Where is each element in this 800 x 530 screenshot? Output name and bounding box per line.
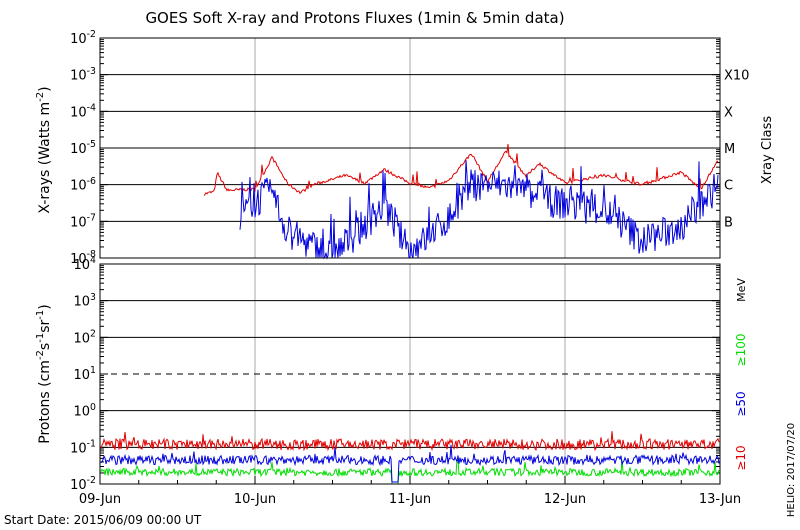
time-tick-label: 13-Jun bbox=[699, 492, 741, 507]
time-tick-label: 10-Jun bbox=[234, 492, 276, 507]
xray-tick-label: 10-8 bbox=[70, 249, 96, 267]
xray-tick-label: 10-7 bbox=[70, 212, 96, 230]
proton-10mev-series bbox=[100, 431, 720, 452]
xray-class-label: X10 bbox=[724, 69, 749, 84]
xray-class-label: B bbox=[724, 215, 733, 230]
time-tick-label: 12-Jun bbox=[544, 492, 586, 507]
proton-100mev-series bbox=[100, 458, 720, 485]
xray-short-series bbox=[239, 160, 719, 260]
xray-long-series bbox=[203, 143, 719, 196]
credit-label: HELIO: 2017/07/20 bbox=[786, 423, 797, 517]
xray-tick-label: 10-2 bbox=[70, 29, 96, 47]
proton-tick-label: 103 bbox=[74, 292, 97, 310]
proton-channel-label: ≥100 bbox=[734, 334, 748, 367]
proton-tick-label: 102 bbox=[74, 328, 97, 346]
xray-tick-label: 10-5 bbox=[70, 139, 96, 157]
xray-class-label: C bbox=[724, 179, 733, 194]
time-tick-label: 11-Jun bbox=[389, 492, 431, 507]
xray-y-axis-label: X-rays (Watts m-2) bbox=[35, 86, 53, 213]
proton-tick-label: 10-1 bbox=[70, 438, 96, 456]
xray-tick-label: 10-6 bbox=[70, 176, 96, 194]
start-date-label: Start Date: 2015/06/09 00:00 UT bbox=[4, 513, 202, 527]
xray-plot-frame bbox=[99, 37, 721, 259]
proton-tick-label: 104 bbox=[74, 255, 97, 273]
proton-tick-label: 10-2 bbox=[70, 475, 96, 493]
xray-panel: 10-8 10-7 10-6 10-5 10-4 10-3 10-2 B C M X X10 Xray … bbox=[35, 29, 775, 267]
proton-channel-label: ≥10 bbox=[734, 445, 748, 470]
proton-channel-label: ≥50 bbox=[734, 391, 748, 416]
proton-50mev-series bbox=[100, 444, 720, 483]
proton-y-axis-label: Protons (cm-2s-1sr-1) bbox=[35, 304, 53, 443]
xray-class-label: X bbox=[724, 105, 733, 120]
xray-class-axis-label: Xray Class bbox=[760, 116, 775, 184]
xray-tick-label: 10-4 bbox=[70, 102, 96, 120]
proton-tick-label: 101 bbox=[74, 365, 97, 383]
time-axis: 09-Jun 10-Jun 11-Jun 12-Jun 13-Jun bbox=[79, 476, 741, 507]
xray-tick-label: 10-3 bbox=[70, 66, 96, 84]
time-tick-label: 09-Jun bbox=[79, 492, 121, 507]
xray-class-label: M bbox=[724, 142, 735, 157]
proton-tick-label: 100 bbox=[74, 402, 97, 420]
proton-panel: 10-2 10-1 100 101 102 103 104 Protons (cm-2s-1s… bbox=[35, 255, 748, 493]
proton-unit-label: MeV bbox=[735, 278, 748, 302]
chart-title: GOES Soft X-ray and Protons Fluxes (1min… bbox=[145, 9, 564, 27]
